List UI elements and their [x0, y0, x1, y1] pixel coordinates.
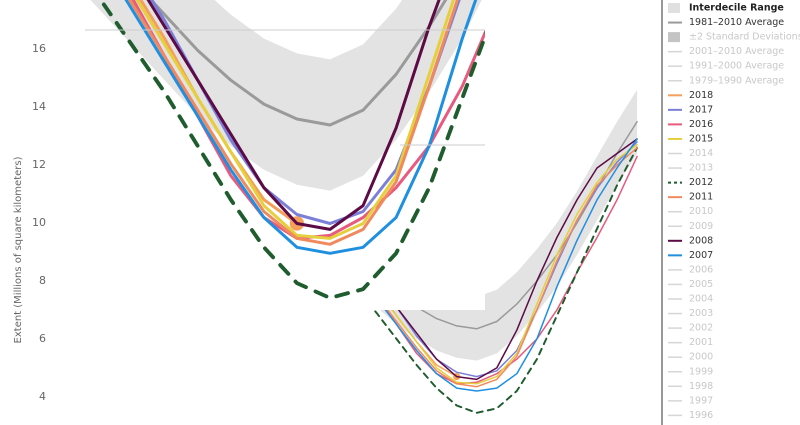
legend-swatch — [668, 32, 680, 43]
legend-label[interactable]: 2001 — [689, 337, 713, 348]
y-axis-title: Extent (Millions of square kilometers) — [13, 156, 24, 343]
legend: Interdecile Range 1981–2010 Average ±2 Sta… — [668, 3, 800, 421]
legend-label[interactable]: 2010 — [689, 206, 713, 217]
line-series — [139, 0, 299, 225]
legend-item[interactable]: 2006 — [668, 264, 713, 275]
y-tick-label: 4 — [39, 390, 46, 403]
legend-item[interactable]: 1996 — [668, 410, 713, 421]
legend-label[interactable]: 2000 — [689, 352, 713, 363]
y-tick-label: 16 — [32, 42, 46, 55]
line-series — [146, 0, 441, 231]
legend-item[interactable]: 2001–2010 Average — [668, 46, 784, 57]
legend-label[interactable]: 2013 — [689, 163, 713, 174]
line-series — [128, 0, 459, 246]
legend-label[interactable]: 2005 — [689, 279, 713, 290]
legend-label[interactable]: 2015 — [689, 133, 713, 144]
legend-label[interactable]: 1981–2010 Average — [689, 17, 784, 28]
legend-label[interactable]: 2007 — [689, 250, 713, 261]
band — [90, 0, 482, 191]
legend-label[interactable]: 2011 — [689, 192, 713, 203]
legend-label[interactable]: 2006 — [689, 264, 713, 275]
legend-label[interactable]: 2012 — [689, 177, 713, 188]
y-tick-label: 10 — [32, 216, 46, 229]
legend-label[interactable]: 2009 — [689, 221, 713, 232]
legend-label[interactable]: 1991–2000 Average — [689, 61, 784, 72]
legend-item[interactable]: 1979–1990 Average — [668, 75, 784, 86]
legend-item[interactable]: 1997 — [668, 395, 713, 406]
legend-item[interactable]: 2001 — [668, 337, 713, 348]
legend-item[interactable]: 2008 — [668, 235, 713, 246]
legend-item[interactable]: 2018 — [668, 90, 713, 101]
legend-label[interactable]: 2004 — [689, 294, 713, 305]
line-series — [150, 0, 461, 225]
legend-label[interactable]: 2003 — [689, 308, 713, 319]
legend-label[interactable]: ±2 Standard Deviations — [689, 32, 800, 43]
legend-item[interactable]: 1981–2010 Average — [668, 17, 784, 28]
legend-item[interactable]: 2004 — [668, 294, 713, 305]
legend-label[interactable]: 1999 — [689, 366, 713, 377]
legend-label[interactable]: 2008 — [689, 235, 713, 246]
legend-label[interactable]: 2014 — [689, 148, 713, 159]
legend-item[interactable]: 2017 — [668, 104, 713, 115]
line-series — [135, 0, 456, 240]
y-tick-label: 12 — [32, 158, 46, 171]
magnified-inset — [85, 0, 485, 310]
legend-item[interactable]: 2007 — [668, 250, 713, 261]
y-tick-label: 8 — [39, 274, 46, 287]
legend-item[interactable]: 2014 — [668, 148, 713, 159]
legend-item[interactable]: 2011 — [668, 192, 713, 203]
legend-item[interactable]: 2012 — [668, 177, 713, 188]
legend-label[interactable]: 2016 — [689, 119, 713, 130]
legend-label[interactable]: 1996 — [689, 410, 713, 421]
legend-label[interactable]: 2017 — [689, 104, 713, 115]
legend-label[interactable]: 2018 — [689, 90, 713, 101]
legend-item[interactable]: 2005 — [668, 279, 713, 290]
legend-item[interactable]: 2016 — [668, 119, 713, 130]
legend-label[interactable]: 1997 — [689, 395, 713, 406]
legend-label[interactable]: 1979–1990 Average — [689, 75, 784, 86]
legend-item[interactable]: 1991–2000 Average — [668, 61, 784, 72]
y-axis: 4 6 8 10 12 14 16 — [32, 42, 46, 403]
legend-item[interactable]: Interdecile Range — [668, 3, 784, 14]
legend-item[interactable]: ±2 Standard Deviations — [668, 32, 800, 43]
legend-swatch — [668, 3, 680, 13]
legend-label[interactable]: 2001–2010 Average — [689, 46, 784, 57]
legend-item[interactable]: 2009 — [668, 221, 713, 232]
legend-item[interactable]: 2003 — [668, 308, 713, 319]
legend-label[interactable]: Interdecile Range — [689, 3, 784, 14]
legend-item[interactable]: 2000 — [668, 352, 713, 363]
legend-item[interactable]: 1999 — [668, 366, 713, 377]
y-tick-label: 6 — [39, 332, 46, 345]
legend-item[interactable]: 2002 — [668, 323, 713, 334]
legend-item[interactable]: 2010 — [668, 206, 713, 217]
legend-item[interactable]: 1998 — [668, 381, 713, 392]
legend-item[interactable]: 2015 — [668, 133, 713, 144]
legend-label[interactable]: 1998 — [689, 381, 713, 392]
line-series — [124, 0, 478, 255]
legend-label[interactable]: 2002 — [689, 323, 713, 334]
legend-item[interactable]: 2013 — [668, 163, 713, 174]
y-tick-label: 14 — [32, 100, 46, 113]
